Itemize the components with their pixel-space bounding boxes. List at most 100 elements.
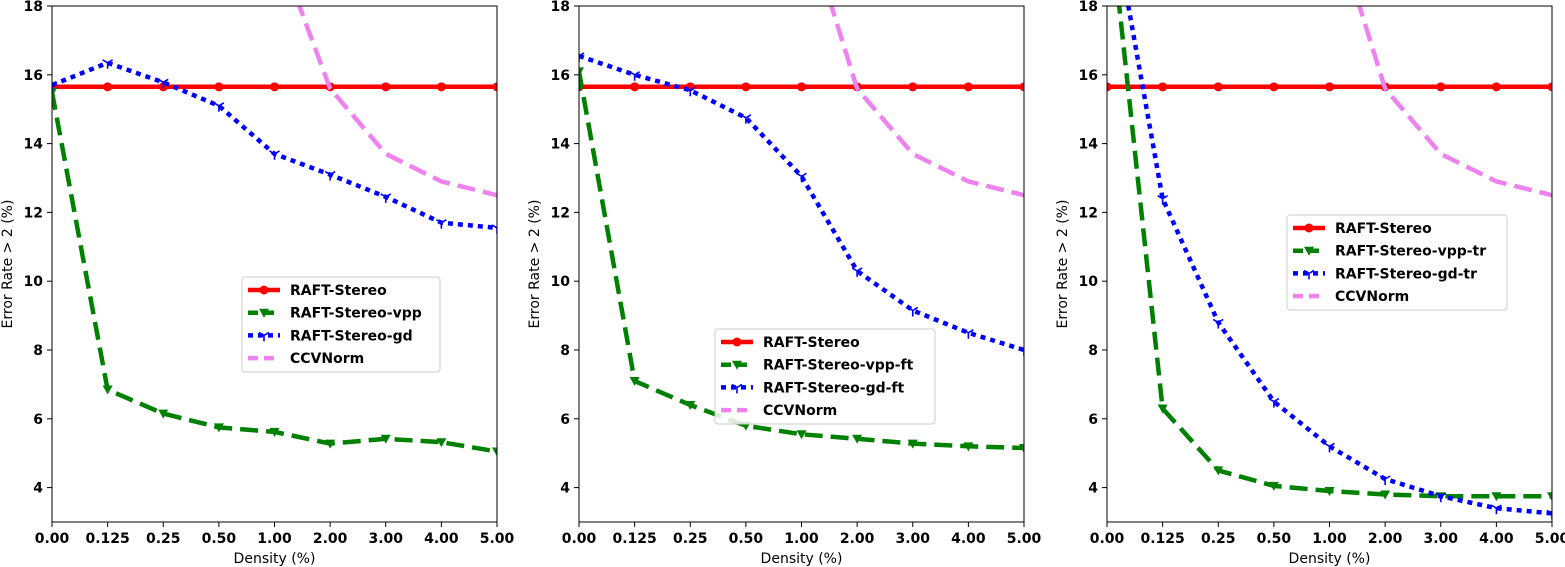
data-point-2-6 <box>1380 490 1391 500</box>
data-point-2-8 <box>1491 492 1502 502</box>
y-tick-label: 14 <box>551 137 571 153</box>
data-point-1-2 <box>1158 82 1168 92</box>
data-point-3-4 <box>1268 397 1280 408</box>
y-tick-label: 10 <box>1079 274 1099 290</box>
legend-label: RAFT-Stereo-gd-ft <box>763 380 905 396</box>
data-point-2-6 <box>325 439 336 449</box>
x-tick-label: 4.00 <box>951 531 986 547</box>
legend-item-3: RAFT-Stereo-gd <box>248 328 413 344</box>
data-point-2-5 <box>269 427 280 437</box>
data-point-3-3 <box>1212 318 1224 329</box>
x-tick-label: 4.00 <box>424 531 459 547</box>
y-tick-label: 14 <box>1079 137 1099 153</box>
x-axis-label: Density (%) <box>761 551 843 567</box>
plot-area <box>1107 6 1552 520</box>
data-point-3-9 <box>1546 509 1552 520</box>
x-tick-label: 5.00 <box>1007 531 1042 547</box>
x-tick-label: 0.00 <box>35 531 70 547</box>
x-tick-label: 0.50 <box>202 531 237 547</box>
data-point-3-9 <box>1018 346 1024 356</box>
legend-label: CCVNorm <box>763 403 837 419</box>
x-axis-label: Density (%) <box>234 551 316 567</box>
series-2 <box>52 88 497 457</box>
series-line-4 <box>829 6 1024 198</box>
data-point-1-4 <box>741 82 751 92</box>
legend-item-3: RAFT-Stereo-gd-tr <box>1293 266 1477 282</box>
data-point-3-8 <box>962 329 974 339</box>
data-point-3-5 <box>796 172 807 183</box>
series-line-3 <box>1126 6 1552 516</box>
data-point-2-9 <box>1547 492 1552 502</box>
x-tick-label: 4.00 <box>1479 531 1514 547</box>
data-point-3-1 <box>52 81 58 92</box>
data-point-3-9 <box>491 224 497 234</box>
series-line-4 <box>296 6 497 198</box>
x-tick-label: 0.50 <box>1257 531 1292 547</box>
x-tick-label: 3.00 <box>895 531 930 547</box>
data-point-2-7 <box>380 434 391 444</box>
y-tick-label: 18 <box>1079 0 1098 15</box>
legend-box <box>714 328 936 425</box>
plot-area <box>52 6 497 457</box>
data-point-2-2 <box>629 376 640 386</box>
series-3 <box>1126 6 1552 520</box>
x-tick-label: 5.00 <box>480 531 515 547</box>
data-point-3-8 <box>435 219 447 229</box>
data-point-1-7 <box>908 82 918 92</box>
x-tick-label: 0.50 <box>729 531 764 547</box>
data-point-3-3 <box>157 78 169 89</box>
y-axis-label: Error Rate > 2 (%) <box>527 200 543 329</box>
legend: RAFT-Stereo RAFT-Stereo-vpp-tr RAFT-Stereo… <box>1286 214 1508 311</box>
legend-label: RAFT-Stereo-gd-tr <box>1335 266 1477 282</box>
legend-marker <box>1304 223 1314 233</box>
y-tick-label: 12 <box>551 205 570 221</box>
data-point-2-2 <box>1157 404 1168 414</box>
data-point-2-1 <box>52 88 57 97</box>
data-point-1-4 <box>1269 82 1279 92</box>
x-tick-label: 1.00 <box>784 531 819 547</box>
legend-marker <box>732 337 742 347</box>
data-point-1-8 <box>436 82 446 92</box>
legend-label: CCVNorm <box>290 351 364 367</box>
chart-2: 0.00 0.125 0.25 0.50 1.00 2.00 3.00 4.00 5.00 4 6 8… <box>527 0 1042 567</box>
y-tick-label: 8 <box>1088 343 1098 359</box>
legend-item-1: RAFT-Stereo <box>1293 221 1432 237</box>
y-tick-label: 8 <box>560 343 570 359</box>
legend-marker <box>259 308 269 318</box>
plot-area <box>579 6 1024 454</box>
data-point-2-4 <box>213 423 224 433</box>
legend-item-1: RAFT-Stereo <box>248 283 387 299</box>
series-line-2 <box>52 91 497 454</box>
data-point-3-2 <box>102 59 114 69</box>
y-tick-label: 18 <box>24 0 43 15</box>
data-point-3-4 <box>213 102 225 112</box>
data-point-1-8 <box>1491 82 1501 92</box>
y-tick-label: 14 <box>24 137 44 153</box>
data-point-3-5 <box>269 150 280 160</box>
data-point-1-9 <box>1547 82 1552 92</box>
y-tick-label: 4 <box>1088 481 1098 497</box>
legend-box <box>1286 214 1508 311</box>
data-point-2-3 <box>1213 466 1224 476</box>
data-point-1-9 <box>1019 82 1024 92</box>
data-point-3-6 <box>324 170 336 181</box>
series-1 <box>1107 82 1552 92</box>
chart-3: 0.00 0.125 0.25 0.50 1.00 2.00 3.00 4.00 5.00 4 6 8… <box>1055 0 1565 567</box>
series-4 <box>829 6 1024 198</box>
series-3 <box>52 59 497 234</box>
data-point-1-7 <box>1436 82 1446 92</box>
legend-marker <box>1303 269 1315 280</box>
legend-label: RAFT-Stereo-vpp <box>290 306 422 322</box>
y-tick-label: 6 <box>1088 412 1098 428</box>
series-4 <box>296 6 497 198</box>
legend-item-4: CCVNorm <box>248 351 364 367</box>
legend-marker <box>1304 246 1314 256</box>
legend-item-4: CCVNorm <box>721 403 837 419</box>
data-point-1-5 <box>270 82 279 92</box>
data-point-2-7 <box>907 439 918 449</box>
legend-marker <box>732 360 742 370</box>
y-tick-label: 4 <box>33 481 43 497</box>
y-tick-label: 16 <box>1079 68 1098 84</box>
legend-label: CCVNorm <box>1335 289 1409 305</box>
legend: RAFT-Stereo RAFT-Stereo-vpp-ft RAFT-Stereo… <box>714 328 936 425</box>
